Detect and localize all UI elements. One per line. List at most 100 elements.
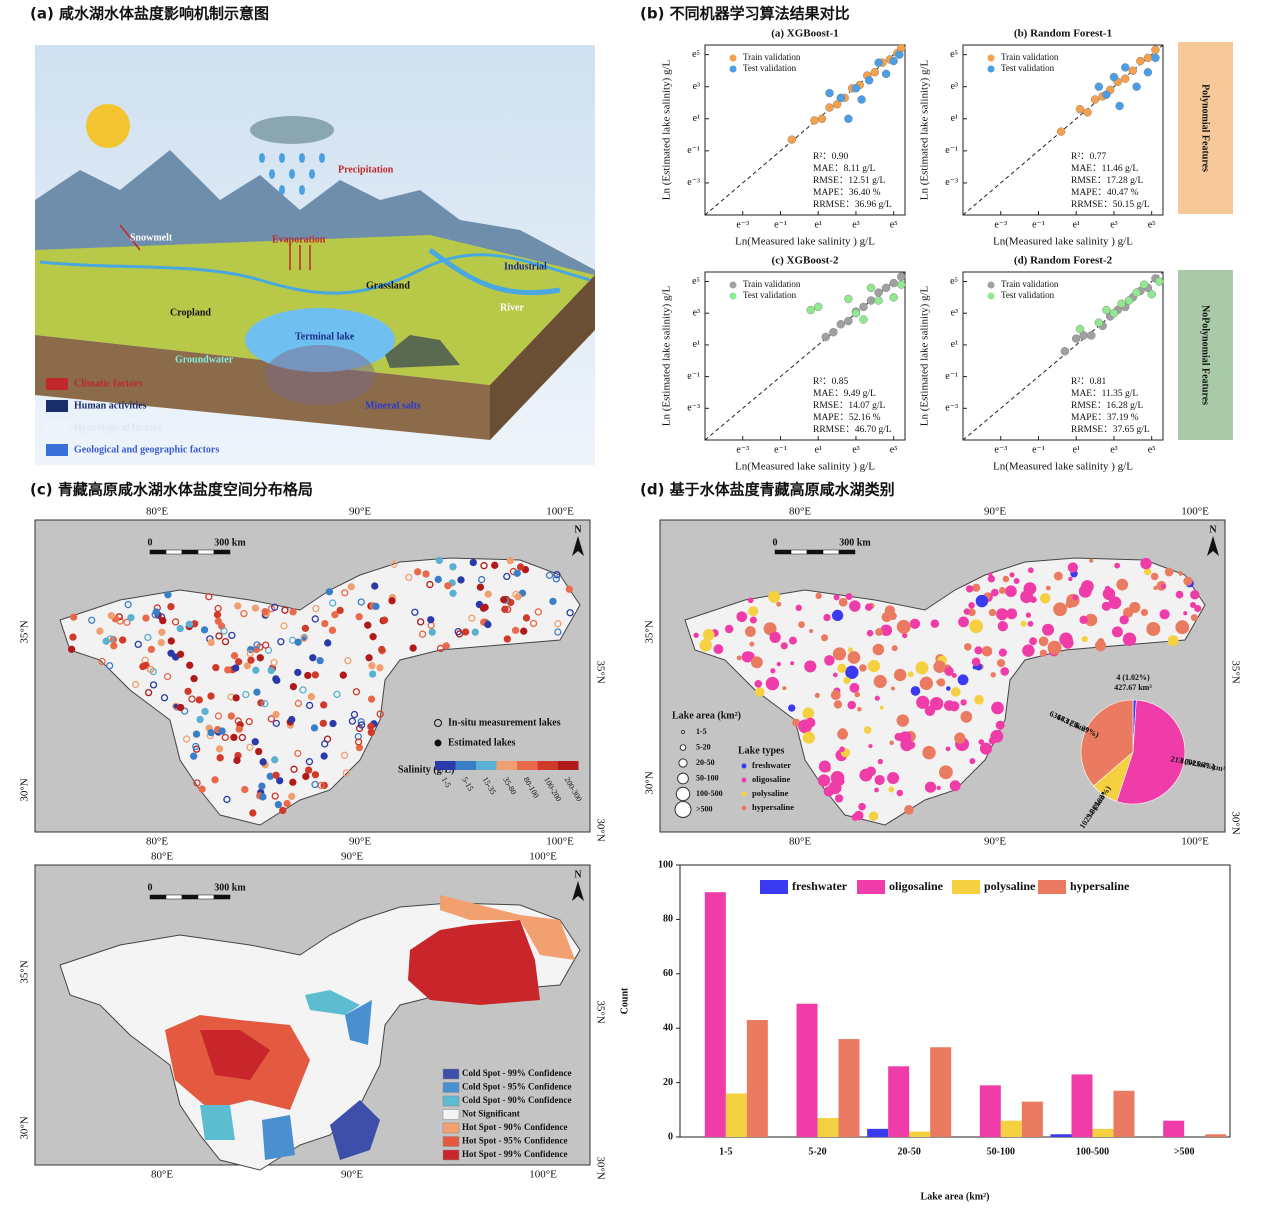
lake-dot [188,695,196,703]
lake-dot [997,621,1009,632]
lake-dot [795,604,802,612]
bar [867,1128,889,1137]
point [1094,82,1104,91]
lake-dot [954,732,966,744]
lake-dot [847,647,853,653]
point [1072,334,1081,343]
lake-dot [788,636,797,645]
lake-dot [461,628,470,636]
lake-dot [245,717,253,726]
lake-dot [964,643,972,651]
lake-dot [1045,585,1051,591]
lake-dot [127,613,135,622]
lake-dot [261,607,269,616]
north-label: N [1209,524,1217,535]
lake-dot [341,589,349,597]
legend-label: Test validation [1001,63,1055,73]
y-tick-label: e³ [693,81,700,92]
lake-dot [839,746,845,753]
lake-dot [234,717,242,725]
point [889,56,898,66]
lake-dot [996,658,1006,668]
map-types [659,519,1226,833]
lake-dot [847,651,861,664]
colorbar-class [558,761,579,770]
point [1155,277,1164,286]
lake-dot [1140,557,1152,570]
scale-bar [149,894,167,900]
lake-dot [307,692,316,701]
lake-dot [355,613,363,621]
x-tick-label: e¹ [814,219,821,230]
x-tick-label: e⁻³ [994,219,1007,230]
lon-label: 80°E [789,836,811,848]
lake-dot [357,598,365,606]
legend-symbol [741,791,747,797]
point [881,69,891,79]
lake-dot [896,789,904,797]
lake-dot [426,580,434,589]
lake-dot [491,561,499,569]
lake-dot [971,657,981,667]
lake-dot [333,690,341,699]
lake-dot [232,694,240,702]
lake-dot [281,606,289,614]
lake-dot [872,643,885,656]
legend-symbol [675,786,691,802]
lake-dot [190,752,198,760]
y-tick-label: e⁻¹ [687,371,700,382]
scale-label: 300 km [839,537,871,548]
lake-dot [853,810,864,821]
lake-dot [1029,637,1037,646]
lake-dot [511,626,520,635]
lake-dot [294,638,302,646]
point [817,114,827,123]
legend-marker [987,54,995,62]
lake-dot [67,645,76,653]
lake-dot [364,621,372,629]
legend-label: 1-5 [696,727,707,736]
y-tick-label: e⁵ [692,276,700,287]
lake-dot [1005,585,1017,598]
lake-dot [1079,615,1088,624]
lake-dot [919,676,934,690]
stat-label: RMSE：17.28 g/L [1071,176,1144,186]
lake-dot [223,795,231,804]
point [1075,104,1085,114]
legend-label: Climatic factors [74,378,143,389]
x-tick-label: e¹ [1072,444,1079,455]
lake-dot [749,641,755,647]
legend-swatch [442,1095,460,1107]
lake-dot [139,662,147,671]
lake-dot [110,642,118,650]
lake-dot [256,654,264,662]
lake-dot [858,802,866,811]
lake-dot [276,777,284,785]
lake-dot [915,661,929,675]
legend-label: Train validation [743,279,801,289]
point [844,294,853,304]
lake-dot [319,719,327,727]
lake-dot [352,688,361,696]
stat-label: MAE：11.46 g/L [1071,164,1138,174]
lake-dot [192,730,201,738]
point [1060,347,1070,356]
point [866,283,876,293]
lake-dot [146,665,154,674]
lake-dot [198,785,206,793]
lake-dot [476,583,485,591]
lake-dot [887,772,900,785]
lake-dot [380,616,389,624]
north-label: N [574,524,582,535]
y-tick-label: 60 [663,968,673,979]
point [1102,90,1111,99]
lake-dot [890,686,895,691]
lake-dot [946,686,951,691]
lake-dot [376,710,384,718]
lake-dot [270,658,278,667]
lake-dot [102,637,110,645]
lake-dot [215,745,224,753]
point [810,116,819,125]
lake-dot [311,671,319,679]
lake-dot [253,641,261,649]
